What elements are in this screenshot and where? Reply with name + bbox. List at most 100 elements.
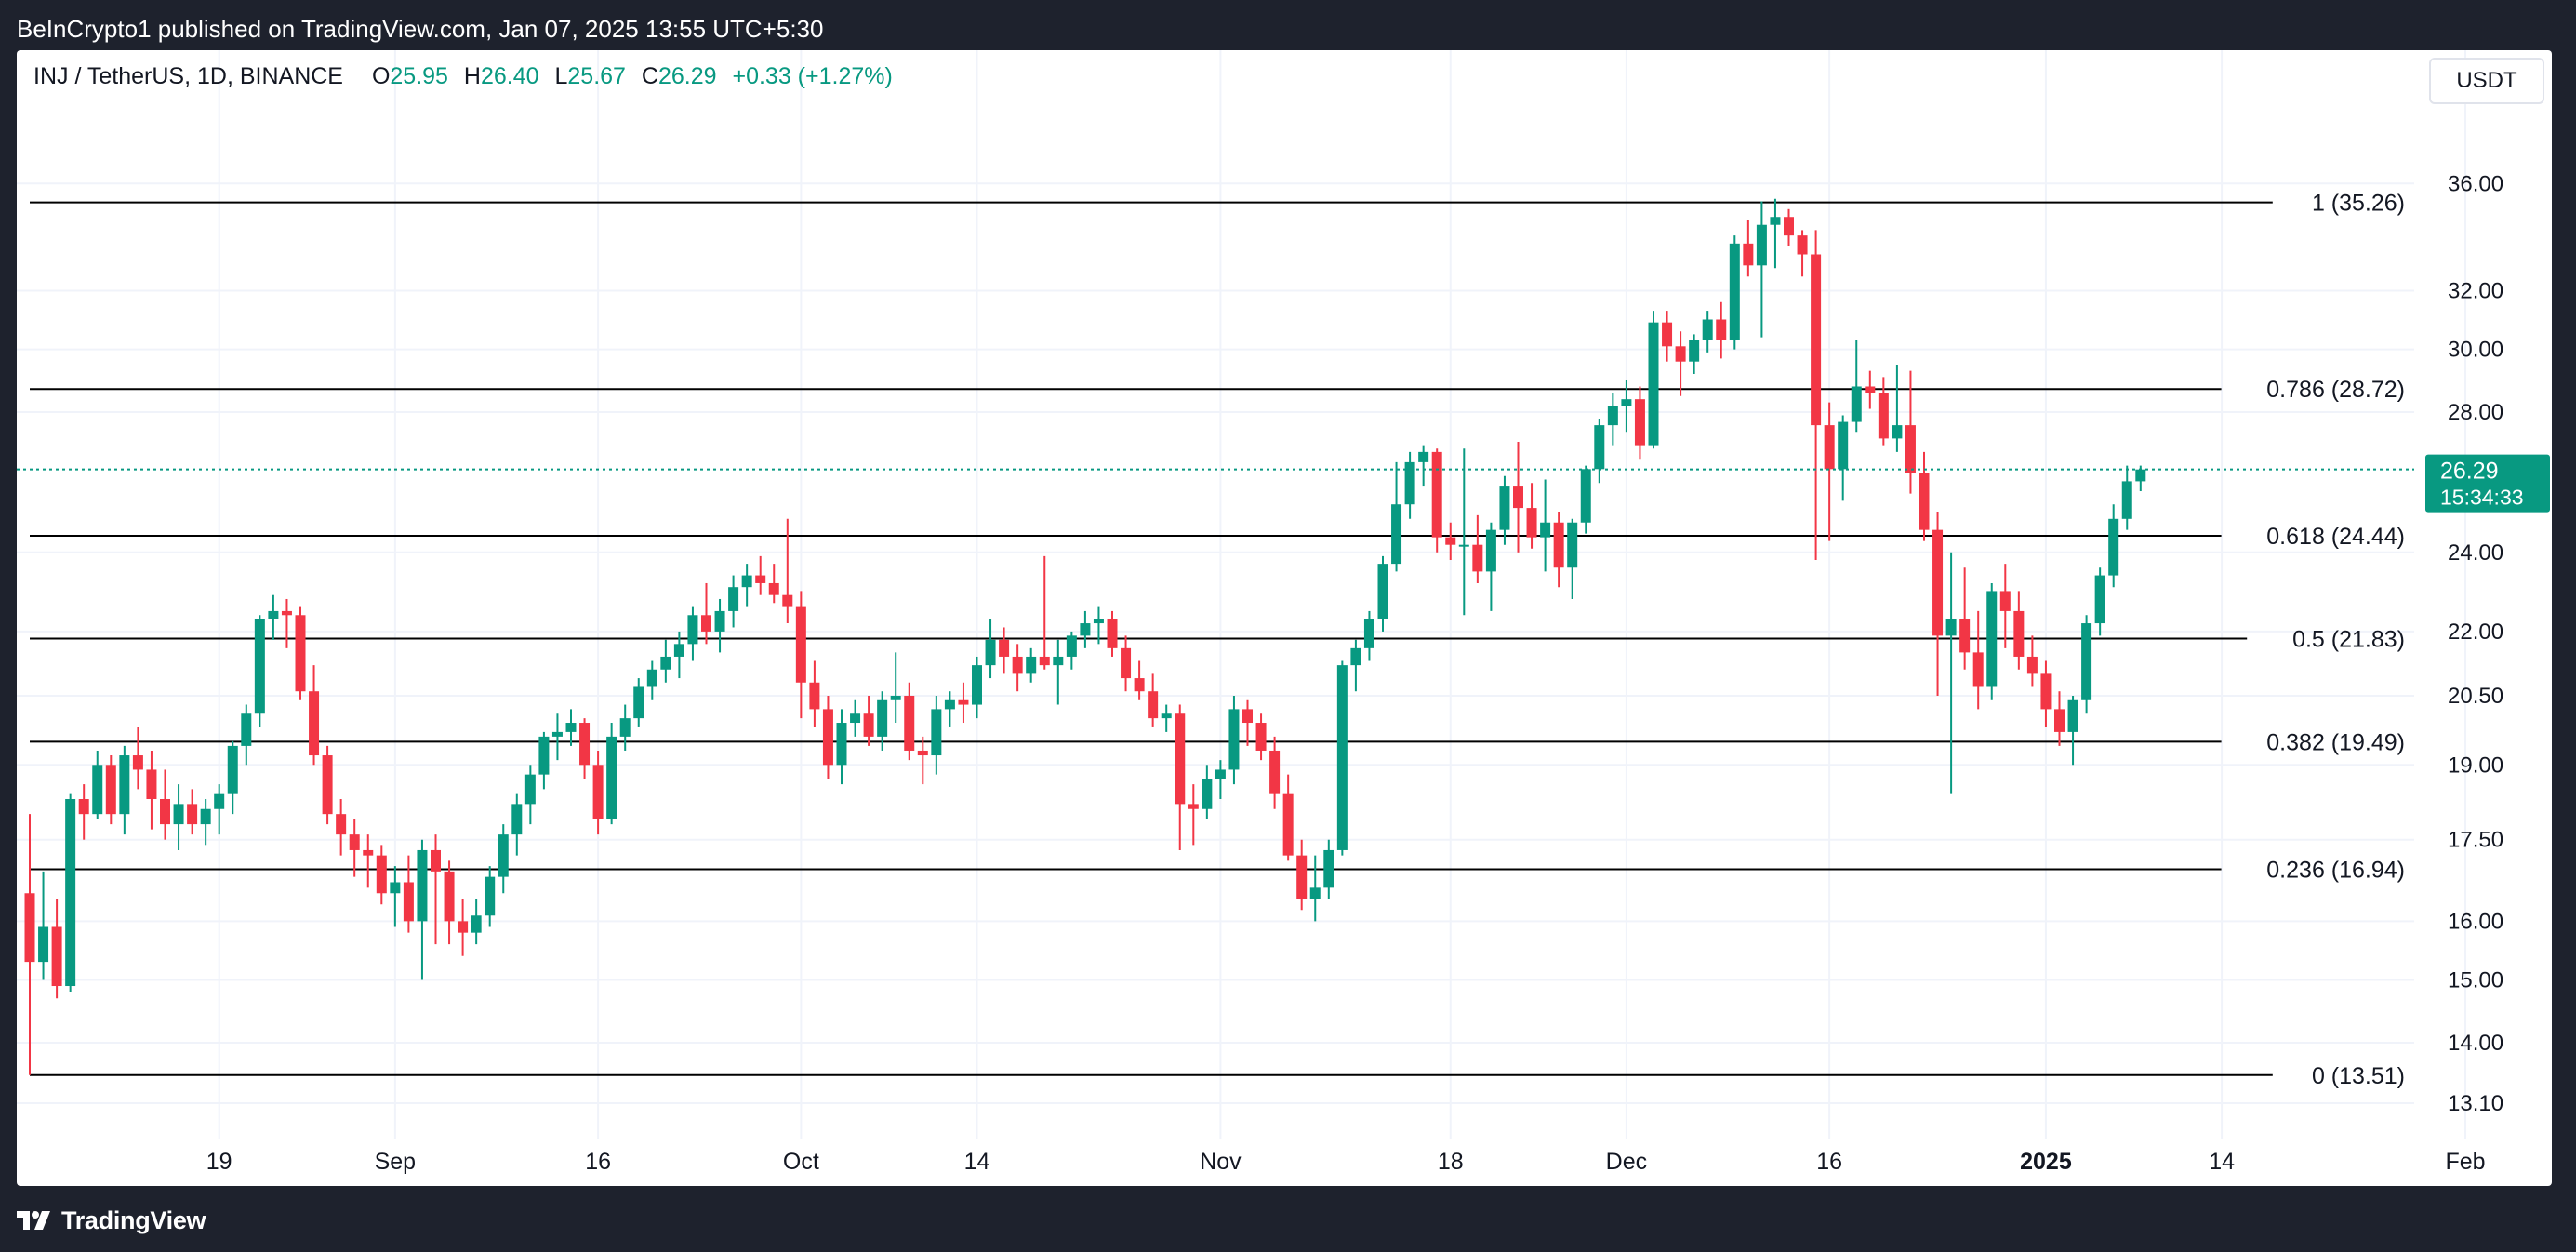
candle-body-up <box>660 656 671 670</box>
candle-body-up <box>1309 887 1321 899</box>
candle-body-up <box>1945 619 1957 636</box>
candle-body-up <box>2081 623 2092 700</box>
x-axis-tick-label: Feb <box>2445 1149 2485 1175</box>
candle-body-up <box>850 713 861 724</box>
candle-body-up <box>227 745 238 794</box>
candlestick-chart[interactable]: 36.00 32.00 30.00 28.00 24.00 22.00 20.50 19.00… <box>17 50 2552 1186</box>
candle-body-down <box>1431 451 1442 538</box>
candle-body-down <box>1039 656 1050 666</box>
x-axis-tick-label: 19 <box>206 1149 232 1175</box>
candle-body-up <box>728 587 739 611</box>
change-value: +0.33 (+1.27%) <box>732 63 893 89</box>
tradingview-brand: TradingView <box>61 1205 206 1234</box>
candle-body-up <box>1485 529 1496 572</box>
candle-body-up <box>673 644 684 657</box>
low-label: L <box>554 63 568 89</box>
candle-body-down <box>281 610 292 616</box>
candle-body-down <box>809 682 820 710</box>
candle-body-down <box>1784 217 1794 236</box>
candle-body-down <box>1553 522 1564 568</box>
candle-body-down <box>1865 386 1876 393</box>
candle-body-down <box>1811 254 1822 426</box>
y-axis-tick-label: 28.00 <box>2448 400 2503 425</box>
candle-body-up <box>619 718 631 737</box>
open-value: 25.95 <box>390 63 448 89</box>
candle-body-up <box>944 699 955 710</box>
candle-body-up <box>1093 619 1104 624</box>
candle-body-up <box>972 665 982 705</box>
x-axis-tick-label: Nov <box>1200 1149 1242 1175</box>
candle-body-up <box>1729 243 1740 340</box>
candle-body-down <box>51 926 62 987</box>
candle-body-down <box>1282 793 1294 856</box>
candle-body-up <box>1499 486 1510 530</box>
low-value: 25.67 <box>567 63 626 89</box>
candle-body-up <box>1066 635 1077 657</box>
fib-level-label: 0.618 (24.44) <box>2266 524 2405 550</box>
candle-body-up <box>1838 421 1849 470</box>
candle-body-down <box>1878 393 1889 439</box>
currency-button[interactable]: USDT <box>2429 58 2544 104</box>
candle-body-down <box>24 893 35 963</box>
candle-body-up <box>1607 406 1618 426</box>
candle-body-down <box>1134 678 1145 692</box>
symbol-name[interactable]: INJ / TetherUS, 1D, BINANCE <box>33 63 343 89</box>
candle-body-up <box>1228 709 1240 770</box>
y-axis-tick-label: 17.50 <box>2448 828 2503 853</box>
candle-body-up <box>2094 575 2105 624</box>
candle-body-down <box>2013 610 2025 657</box>
candle-body-up <box>390 882 401 894</box>
countdown-timer: 15:34:33 <box>2440 486 2524 510</box>
candle-body-down <box>458 921 469 933</box>
candle-body-down <box>579 723 591 766</box>
candle-body-up <box>65 798 76 987</box>
candle-body-down <box>1824 425 1835 470</box>
y-axis-tick-label: 36.00 <box>2448 171 2503 196</box>
chart-panel[interactable]: 36.00 32.00 30.00 28.00 24.00 22.00 20.50 19.00… <box>17 50 2552 1186</box>
candle-body-up <box>1026 656 1037 674</box>
candle-body-up <box>1567 522 1578 568</box>
candle-body-up <box>931 709 942 756</box>
candle-body-down <box>376 855 387 894</box>
candle-body-up <box>1350 647 1361 666</box>
candle-body-down <box>795 606 806 683</box>
y-axis-tick-label: 16.00 <box>2448 909 2503 934</box>
candle-body-up <box>254 619 265 714</box>
footer-bar: TradingView <box>0 1186 2576 1252</box>
candle-body-up <box>200 808 211 825</box>
candle-body-down <box>1662 322 1673 347</box>
candle-body-down <box>349 834 360 850</box>
candle-body-down <box>444 871 455 922</box>
candle-body-up <box>2121 481 2132 519</box>
candle-body-down <box>1797 235 1808 255</box>
candle-body-up <box>417 849 428 922</box>
x-axis-tick-label: 14 <box>2209 1149 2235 1175</box>
candle-body-down <box>1959 619 1971 653</box>
published-line: BeInCrypto1 published on TradingView.com… <box>17 15 824 43</box>
candle-body-down <box>1012 656 1023 674</box>
publish-header: BeInCrypto1 published on TradingView.com… <box>0 0 2576 50</box>
candle-body-up <box>498 834 509 877</box>
candle-body-down <box>105 765 116 815</box>
y-axis-tick-label: 30.00 <box>2448 338 2503 363</box>
candle-body-down <box>1999 591 2011 611</box>
candle-body-down <box>1148 691 1159 719</box>
candle-body-up <box>565 723 577 732</box>
close-label: C <box>641 63 658 89</box>
candle-body-down <box>322 755 333 815</box>
candle-body-down <box>132 755 143 770</box>
tradingview-logo[interactable]: TradingView <box>17 1206 206 1234</box>
candle-body-down <box>701 615 711 632</box>
fib-level-label: 0.5 (21.83) <box>2292 626 2405 652</box>
candle-body-up <box>1080 623 1091 636</box>
y-axis-tick-label: 20.50 <box>2448 684 2503 709</box>
candle-body-down <box>1175 713 1186 805</box>
candle-body-up <box>1363 619 1374 648</box>
y-axis-tick-label: 13.10 <box>2448 1091 2503 1116</box>
candle-body-down <box>146 769 157 799</box>
candle-body-down <box>863 713 874 737</box>
candle-body-up <box>485 876 496 916</box>
x-axis-tick-label: 2025 <box>2020 1149 2072 1175</box>
candle-body-up <box>877 699 888 737</box>
candle-body-up <box>511 804 523 835</box>
